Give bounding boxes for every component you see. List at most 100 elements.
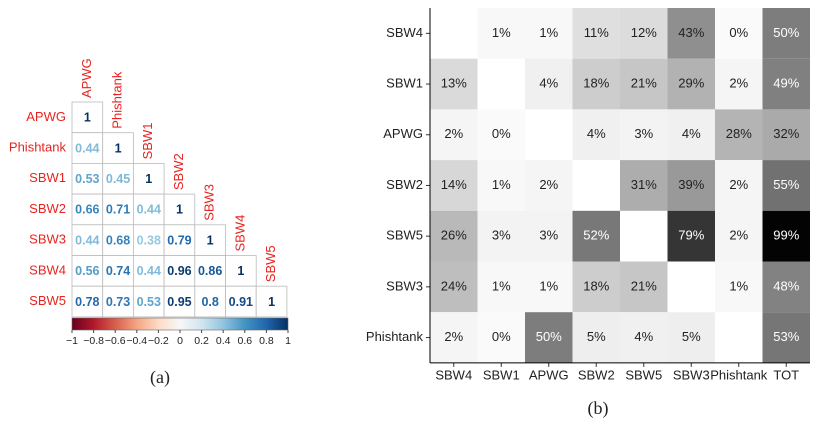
cell-value: 0.44 — [137, 264, 161, 278]
colorbar — [71, 317, 289, 331]
cell — [762, 312, 810, 363]
cell — [225, 285, 257, 318]
cell — [715, 8, 763, 59]
cell — [525, 160, 573, 211]
cell-value: 11% — [584, 25, 609, 40]
column-label: SBW4 — [435, 367, 472, 382]
cell — [762, 160, 810, 211]
cell — [255, 285, 288, 318]
cell-value: 12% — [631, 25, 657, 40]
cell — [762, 8, 810, 59]
cell — [667, 210, 715, 262]
cell-value: 1 — [115, 141, 122, 155]
column-label: SBW4 — [232, 215, 247, 252]
cell — [430, 210, 478, 262]
cell-value: 0.53 — [137, 295, 161, 309]
cell-value: 1 — [145, 172, 152, 186]
cell-value: 0.91 — [229, 295, 253, 309]
cell — [667, 58, 715, 110]
cell — [430, 109, 478, 161]
row-label: SBW2 — [386, 177, 423, 192]
cell-value: 4% — [539, 75, 558, 90]
cell — [477, 312, 525, 363]
colorbar-tick-label: −1 — [66, 335, 78, 347]
cell — [572, 109, 620, 161]
cell — [715, 261, 763, 313]
row-label: SBW1 — [386, 75, 423, 90]
cell — [620, 109, 668, 161]
cell-value: 48% — [773, 278, 799, 293]
cell-value: 0.53 — [75, 172, 99, 186]
cell — [667, 109, 715, 161]
cell-value: 21% — [631, 278, 657, 293]
cell — [430, 160, 478, 211]
row-label: SBW3 — [29, 232, 66, 247]
cell — [715, 58, 763, 110]
colorbar-tick-label: 0.8 — [259, 335, 274, 347]
colorbar-tick-label: −0.2 — [148, 335, 169, 347]
cell — [572, 8, 620, 59]
cell-value: 50% — [773, 25, 799, 40]
cell-value: 2% — [729, 228, 748, 243]
cell-value: 2% — [444, 126, 463, 141]
cell — [525, 261, 573, 313]
cell-value: 79% — [678, 228, 704, 243]
cell — [163, 255, 196, 287]
colorbar-tick-label: −0.8 — [83, 335, 104, 347]
column-label: SBW3 — [673, 367, 710, 382]
cell — [572, 58, 620, 110]
cell — [430, 261, 478, 313]
cell-value: 28% — [726, 126, 752, 141]
colorbar-tick-label: −0.4 — [126, 335, 147, 347]
cell-value: 1% — [492, 278, 511, 293]
cell — [163, 224, 196, 256]
cell-value: 0% — [492, 126, 511, 141]
cell-value: 31% — [631, 177, 657, 192]
cell-value: 0.66 — [75, 203, 99, 217]
cell-value: 5% — [682, 329, 701, 344]
cell-value: 0.78 — [75, 295, 99, 309]
cell-value: 18% — [583, 278, 609, 293]
cell — [572, 210, 620, 262]
cell-value: 1% — [539, 278, 558, 293]
cell — [477, 210, 525, 262]
column-label: TOT — [773, 367, 799, 382]
cell-value: 29% — [678, 75, 704, 90]
cell — [620, 58, 668, 110]
cell-value: 1% — [729, 278, 748, 293]
column-label: SBW5 — [625, 367, 662, 382]
row-label: SBW5 — [29, 293, 66, 308]
cell-value: 21% — [631, 75, 657, 90]
cell — [194, 255, 226, 287]
cell — [715, 109, 763, 161]
cell-value: 13% — [441, 75, 467, 90]
cell — [525, 58, 573, 110]
cell — [430, 312, 478, 363]
cell-value: 18% — [583, 75, 609, 90]
cell — [477, 109, 525, 161]
cell-value: 0.74 — [106, 264, 130, 278]
cell-value: 1 — [268, 295, 275, 309]
row-label: SBW4 — [29, 262, 66, 277]
colorbar-tick-label: −0.6 — [105, 335, 126, 347]
cell-value: 0.95 — [167, 295, 191, 309]
cell-value: 55% — [773, 177, 799, 192]
cell-value: 0.79 — [167, 233, 191, 247]
cell-value: 32% — [773, 126, 799, 141]
cell — [762, 109, 810, 161]
cell-value: 1 — [176, 203, 183, 217]
column-label: APWG — [529, 367, 569, 382]
cell-value: 0.73 — [106, 295, 130, 309]
cell — [762, 58, 810, 110]
row-label: SBW4 — [386, 25, 423, 40]
cell — [430, 58, 478, 110]
column-label: SBW3 — [202, 184, 217, 221]
colorbar-tick-label: 0 — [177, 335, 183, 347]
cell-value: 50% — [536, 329, 562, 344]
cell-value: 3% — [539, 228, 558, 243]
cell-value: 14% — [441, 177, 467, 192]
cell — [132, 162, 165, 195]
cell — [525, 312, 573, 363]
cell-value: 53% — [773, 329, 799, 344]
